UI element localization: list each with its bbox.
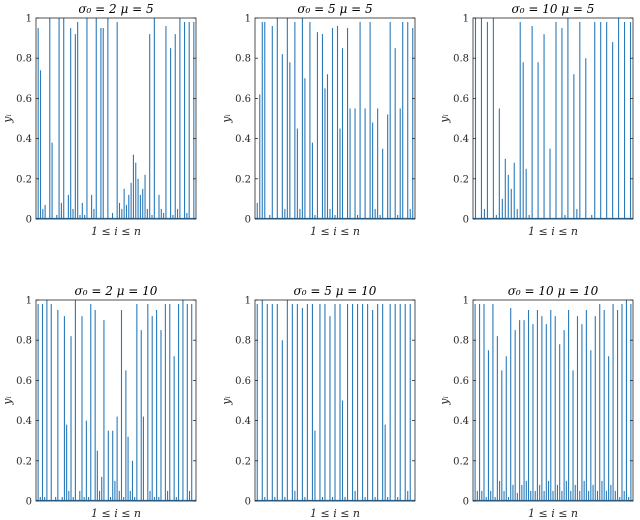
x-axis-label: 1 ≤ i ≤ n [91, 507, 141, 520]
chart-panel-3: 0 0.2 0.4 0.6 0.8 1 σ₀ = 10 μ = 5 1 ≤ i ≤ n yᵢ [438, 2, 634, 238]
y-tick-label: 0 [245, 215, 251, 226]
y-tick-label: 0.6 [16, 376, 32, 387]
y-tick-label: 0.6 [235, 94, 251, 105]
y-tick-label: 0.2 [453, 456, 469, 467]
y-axis-label: yᵢ [1, 114, 14, 123]
y-tick-label: 0 [26, 215, 32, 226]
y-tick-label: 1 [463, 296, 469, 307]
y-tick-label: 0 [463, 497, 469, 508]
y-axis-label: yᵢ [220, 396, 233, 405]
plot-frame [35, 17, 197, 220]
y-tick-label: 0.6 [453, 94, 469, 105]
chart-panel-4: 0 0.2 0.4 0.6 0.8 1 σ₀ = 2 μ = 10 1 ≤ i ≤ n yᵢ [1, 284, 197, 520]
y-tick-label: 0 [463, 215, 469, 226]
y-tick-label: 0.4 [235, 134, 251, 145]
panel-title: σ₀ = 5 μ = 5 [297, 2, 372, 16]
y-axis-label: yᵢ [438, 114, 451, 123]
panel-title: σ₀ = 5 μ = 10 [294, 284, 377, 298]
panel-title: σ₀ = 10 μ = 10 [508, 284, 599, 298]
plot-frame [254, 299, 416, 502]
y-tick-label: 0.4 [16, 416, 32, 427]
plot-frame [472, 299, 634, 502]
y-axis-label: yᵢ [220, 114, 233, 123]
y-tick-label: 1 [463, 14, 469, 25]
plot-frame [472, 17, 634, 220]
x-axis-label: 1 ≤ i ≤ n [310, 225, 360, 238]
chart-panel-6: 0 0.2 0.4 0.6 0.8 1 σ₀ = 10 μ = 10 1 ≤ i ≤ n yᵢ [438, 284, 634, 520]
y-tick-label: 0.8 [235, 336, 251, 347]
y-tick-label: 0.4 [16, 134, 32, 145]
y-tick-label: 0.8 [16, 336, 32, 347]
y-tick-label: 0 [245, 497, 251, 508]
chart-panel-2: 0 0.2 0.4 0.6 0.8 1 σ₀ = 5 μ = 5 1 ≤ i ≤ n yᵢ [220, 2, 416, 238]
chart-panel-5: 0 0.2 0.4 0.6 0.8 1 σ₀ = 5 μ = 10 1 ≤ i ≤ n yᵢ [220, 284, 416, 520]
panel-title: σ₀ = 2 μ = 5 [78, 2, 153, 16]
x-axis-label: 1 ≤ i ≤ n [528, 225, 578, 238]
y-tick-label: 0.2 [235, 456, 251, 467]
y-tick-label: 0.8 [453, 336, 469, 347]
plot-frame [254, 17, 416, 220]
y-tick-label: 0 [26, 497, 32, 508]
x-axis-label: 1 ≤ i ≤ n [91, 225, 141, 238]
y-tick-label: 0.4 [453, 134, 469, 145]
y-axis-label: yᵢ [1, 396, 14, 405]
y-tick-label: 0.8 [453, 54, 469, 65]
plot-frame [35, 299, 197, 502]
y-tick-label: 0.4 [235, 416, 251, 427]
y-tick-label: 0.6 [235, 376, 251, 387]
y-tick-label: 0.8 [16, 54, 32, 65]
x-axis-label: 1 ≤ i ≤ n [310, 507, 360, 520]
y-tick-label: 0.6 [16, 94, 32, 105]
y-tick-label: 0.2 [453, 174, 469, 185]
y-axis-label: yᵢ [438, 396, 451, 405]
y-tick-label: 0.6 [453, 376, 469, 387]
y-tick-label: 0.2 [235, 174, 251, 185]
y-tick-label: 1 [245, 14, 251, 25]
y-tick-label: 0.2 [16, 456, 32, 467]
y-tick-label: 0.4 [453, 416, 469, 427]
y-tick-label: 0.8 [235, 54, 251, 65]
y-tick-label: 1 [245, 296, 251, 307]
panel-title: σ₀ = 2 μ = 10 [75, 284, 158, 298]
y-tick-label: 0.2 [16, 174, 32, 185]
panel-title: σ₀ = 10 μ = 5 [512, 2, 595, 16]
y-tick-label: 1 [26, 14, 32, 25]
x-axis-label: 1 ≤ i ≤ n [528, 507, 578, 520]
chart-panel-1: 0 0.2 0.4 0.6 0.8 1 σ₀ = 2 μ = 5 1 ≤ i ≤ n yᵢ [1, 2, 197, 238]
y-tick-label: 1 [26, 296, 32, 307]
